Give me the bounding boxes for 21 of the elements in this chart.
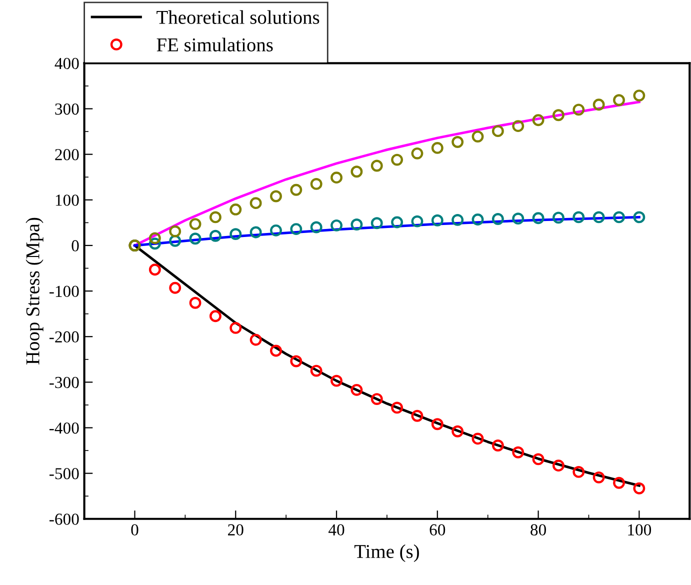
- x-tick-label: 0: [131, 524, 138, 536]
- y-tick-label: 300: [55, 103, 79, 115]
- y-tick-label: -500: [50, 468, 79, 480]
- x-axis-title: Time (s): [354, 544, 419, 562]
- y-tick-label: 400: [54, 58, 79, 70]
- x-tick-label: 80: [530, 524, 546, 536]
- x-tick-label: 40: [328, 524, 344, 536]
- x-tick-label: 60: [430, 524, 446, 536]
- y-tick-label: 0: [72, 240, 79, 252]
- y-axis-title: Hoop Stress (Mpa): [26, 218, 44, 364]
- y-tick-label: -100: [50, 286, 79, 297]
- legend-label: Theoretical solutions: [156, 10, 320, 24]
- y-tick-label: 100: [56, 194, 79, 206]
- x-tick-label: 20: [228, 524, 244, 536]
- x-tick-label: 100: [628, 524, 652, 536]
- y-tick-label: -600: [50, 514, 79, 525]
- y-tick-label: -200: [50, 331, 79, 343]
- y-tick-label: 200: [55, 149, 79, 160]
- y-tick-label: -300: [50, 376, 79, 388]
- legend-label: FE simulations: [156, 38, 273, 52]
- y-tick-label: -400: [50, 422, 79, 434]
